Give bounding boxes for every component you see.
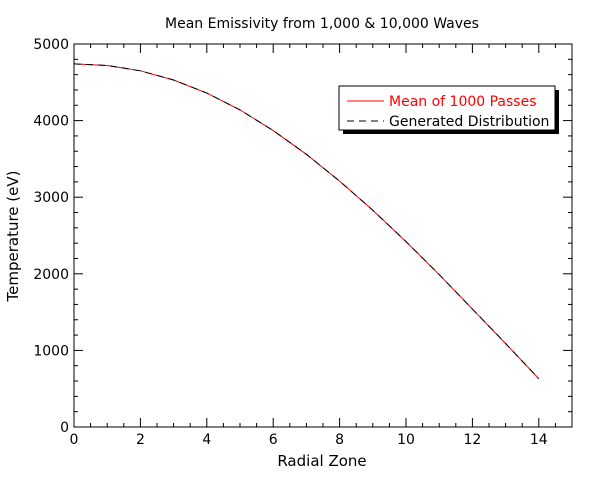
x-tick-label: 8 bbox=[335, 432, 344, 448]
series-line-1 bbox=[73, 63, 540, 380]
x-tick-label: 4 bbox=[202, 432, 211, 448]
x-tick-label: 10 bbox=[397, 432, 415, 448]
x-tick-label: 12 bbox=[463, 432, 481, 448]
tick-labels: 0 2 4 6 8 10 12 14 0 1000 2000 3000 4000 5000 bbox=[33, 37, 547, 448]
y-tick-label: 0 bbox=[60, 420, 69, 436]
series-group bbox=[73, 63, 540, 380]
legend-box bbox=[338, 85, 556, 131]
chart-title: Mean Emissivity from 1,000 & 10,000 Wave… bbox=[165, 16, 479, 32]
x-tick-label: 0 bbox=[70, 432, 79, 448]
legend-label-series-1: Generated Distribution bbox=[389, 114, 549, 130]
legend: Mean of 1000 Passes Generated Distributi… bbox=[338, 85, 559, 134]
x-tick-label: 14 bbox=[530, 432, 548, 448]
y-tick-label: 5000 bbox=[33, 37, 69, 53]
x-axis-label: Radial Zone bbox=[277, 452, 366, 470]
y-axis-label: Temperature (eV) bbox=[4, 171, 22, 303]
y-tick-label: 4000 bbox=[33, 114, 69, 130]
y-tick-label: 3000 bbox=[33, 190, 69, 206]
y-tick-label: 2000 bbox=[33, 267, 69, 283]
axis-ticks bbox=[73, 43, 573, 428]
x-tick-label: 2 bbox=[136, 432, 145, 448]
x-tick-label: 6 bbox=[269, 432, 278, 448]
y-tick-label: 1000 bbox=[33, 343, 69, 359]
legend-label-series-0: Mean of 1000 Passes bbox=[389, 94, 537, 110]
